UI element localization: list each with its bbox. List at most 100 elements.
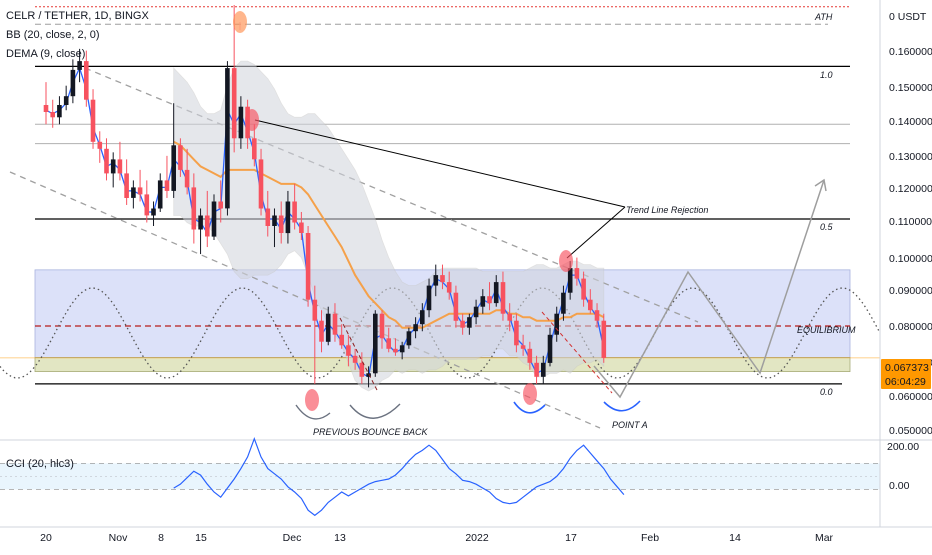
candle-body[interactable] (487, 296, 492, 304)
candle-body[interactable] (157, 180, 163, 209)
candle-body[interactable] (258, 159, 264, 209)
marker-circle (245, 109, 259, 131)
candle-body[interactable] (325, 313, 331, 342)
candle-body[interactable] (601, 320, 607, 358)
candle-body[interactable] (50, 112, 55, 118)
fib-mid-label: 0.5 (820, 222, 834, 232)
candle-body[interactable] (473, 306, 479, 318)
candle-body[interactable] (366, 373, 371, 377)
candle-body[interactable] (312, 299, 318, 321)
candle-body[interactable] (70, 69, 76, 97)
candle-body[interactable] (460, 320, 465, 328)
candle-body[interactable] (406, 331, 412, 346)
time-axis-tick: 2022 (465, 532, 489, 544)
candle-body[interactable] (467, 317, 472, 328)
candle-body[interactable] (292, 201, 297, 223)
candle-body[interactable] (63, 96, 69, 105)
candle-body[interactable] (137, 187, 143, 195)
candle-body[interactable] (480, 296, 486, 307)
candle-body[interactable] (379, 313, 385, 339)
candle-body[interactable] (453, 292, 459, 321)
candle-body[interactable] (97, 141, 103, 149)
candle-body[interactable] (500, 282, 506, 314)
candle-body[interactable] (352, 355, 358, 363)
candle-body[interactable] (554, 313, 559, 335)
candle-body[interactable] (77, 61, 82, 70)
symbol-legend[interactable]: CELR / TETHER, 1D, BINGX (6, 10, 149, 22)
candle-body[interactable] (299, 222, 304, 234)
candle-body[interactable] (305, 233, 311, 300)
candle-body[interactable] (561, 292, 566, 314)
candle-body[interactable] (144, 194, 150, 216)
candle-body[interactable] (164, 180, 170, 191)
candle-body[interactable] (104, 148, 109, 174)
candle-body[interactable] (359, 362, 365, 377)
candle-body[interactable] (440, 275, 445, 283)
candle-body[interactable] (43, 105, 49, 112)
candle-body[interactable] (252, 138, 257, 160)
candle-body[interactable] (386, 338, 391, 349)
candle-body[interactable] (393, 348, 398, 353)
candle-body[interactable] (205, 215, 210, 237)
candle-body[interactable] (339, 334, 344, 346)
candle-body[interactable] (346, 345, 351, 356)
candle-body[interactable] (272, 215, 277, 227)
candle-body[interactable] (446, 282, 452, 293)
candle-body[interactable] (211, 201, 217, 237)
candle-body[interactable] (594, 310, 600, 321)
candle-body[interactable] (493, 282, 499, 304)
candle-body[interactable] (541, 362, 546, 377)
candle-body[interactable] (285, 201, 291, 234)
time-axis-tick: 15 (195, 532, 207, 544)
candle-body[interactable] (265, 208, 271, 227)
candle-body[interactable] (319, 320, 324, 342)
time-axis-tick: 13 (334, 532, 346, 544)
candle-body[interactable] (184, 169, 190, 188)
candle-body[interactable] (520, 345, 526, 349)
candle-body[interactable] (117, 159, 123, 174)
bb-legend[interactable]: BB (20, close, 2, 0) (6, 29, 100, 41)
candle-body[interactable] (332, 313, 338, 335)
dema-legend[interactable]: DEMA (9, close) (6, 48, 86, 60)
candle-body[interactable] (238, 106, 244, 139)
candle-body[interactable] (90, 99, 96, 142)
candle-body[interactable] (191, 187, 197, 230)
candle-body[interactable] (574, 268, 580, 279)
candle-body[interactable] (110, 159, 116, 174)
previous-bounce-label: PREVIOUS BOUNCE BACK (313, 427, 429, 437)
bb-basis-line (173, 140, 605, 329)
bounce-arc-blue (513, 401, 546, 414)
candle-body[interactable] (433, 275, 439, 286)
candle-body[interactable] (514, 320, 519, 346)
candle-body[interactable] (534, 362, 539, 377)
candle-body[interactable] (278, 215, 284, 234)
candle-body[interactable] (413, 324, 418, 332)
candle-body[interactable] (124, 173, 129, 198)
candle-body[interactable] (527, 348, 533, 363)
candle-body[interactable] (507, 313, 512, 321)
candle-body[interactable] (131, 187, 136, 198)
dashed-projection (541, 311, 613, 394)
trendline-connector (254, 119, 626, 208)
candle-body[interactable] (547, 334, 553, 363)
candle-body[interactable] (420, 310, 425, 325)
candle-body[interactable] (231, 68, 237, 139)
candle-body[interactable] (426, 285, 432, 311)
candle-body[interactable] (399, 345, 405, 353)
candle-body[interactable] (171, 145, 176, 191)
candle-body[interactable] (218, 201, 223, 209)
candle-body[interactable] (373, 313, 378, 374)
price-axis-tick: 0.150000 (889, 82, 932, 94)
last-price-badge[interactable] (881, 359, 931, 389)
candle-body[interactable] (225, 68, 230, 209)
cci-legend[interactable]: CCI (20, hlc3) (6, 458, 74, 470)
candle-body[interactable] (84, 61, 89, 100)
time-axis-tick: 20 (40, 532, 52, 544)
candle-body[interactable] (178, 145, 183, 170)
candle-body[interactable] (581, 278, 586, 300)
candle-body[interactable] (198, 215, 203, 230)
candle-body[interactable] (57, 105, 62, 118)
candle-body[interactable] (567, 268, 573, 293)
candle-body[interactable] (588, 299, 593, 311)
candle-body[interactable] (151, 208, 156, 216)
